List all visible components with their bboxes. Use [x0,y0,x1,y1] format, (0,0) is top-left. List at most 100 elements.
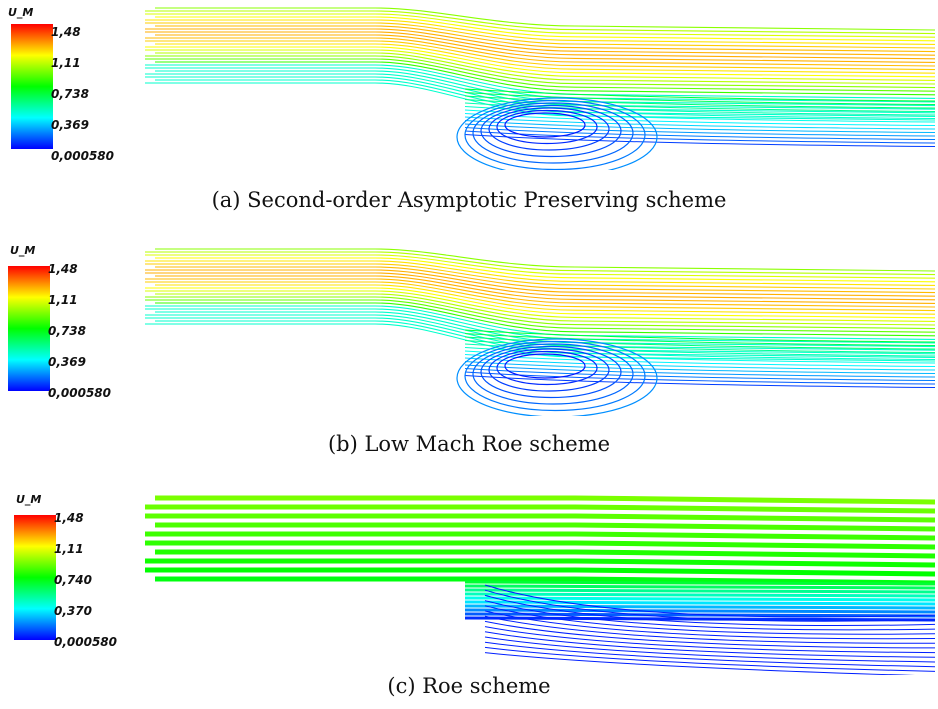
streamline [464,113,935,126]
legend-tick: 1,48 [54,511,84,525]
streamline-plot-a [145,7,935,170]
streamline [155,52,935,85]
streamline [145,22,935,49]
streamline [145,37,935,67]
recirculation-loop [472,102,634,164]
legend-tick: 0,738 [51,87,89,101]
legend-tick: 1,11 [48,293,78,307]
legend-tick: 0,000580 [48,386,112,400]
legend-tick: 0,370 [54,604,92,618]
streamline [145,290,935,322]
streamline-plot-c [145,495,935,675]
streamline [145,269,935,297]
streamline [464,604,935,610]
streamline [145,49,935,81]
streamline [145,513,935,523]
legend-tick: 0,000580 [51,149,115,163]
streamline [145,55,935,89]
recirculation-loop [504,353,586,379]
streamline [464,608,935,614]
streamline [155,61,935,96]
streamline [145,40,935,71]
streamline [464,588,935,594]
recirculation-loop [480,104,622,158]
legend-tick: 0,000580 [54,635,118,649]
streamlines [145,495,935,675]
streamline [464,116,935,130]
streamline [464,580,935,586]
streamline-plot-b [145,248,935,416]
streamline [464,329,935,343]
streamline [155,25,935,53]
legend-title: U_M [8,6,34,19]
streamline [464,592,935,598]
streamlines [145,7,935,170]
streamline [155,257,935,283]
legend-title: U_M [16,493,42,506]
streamline [145,287,935,319]
panel-a: U_M 1,48 1,11 0,738 0,369 0,000580 (a) S… [0,0,938,235]
legend-tick: 1,11 [51,56,81,70]
streamline [145,10,935,35]
streamline [464,130,935,144]
streamline [145,31,935,60]
recirculation-loop [480,345,622,399]
streamline [155,248,935,272]
streamline [145,263,935,290]
panel-c: U_M 1,48 1,11 0,740 0,370 0,000580 (c) R… [0,478,938,709]
streamline [155,302,935,337]
recirculation-loop [496,350,598,386]
streamline [464,340,935,353]
streamline [155,34,935,63]
caption-c: (c) Roe scheme [387,674,551,698]
streamline [145,46,935,78]
colorbar [8,266,50,391]
panel-b: U_M 1,48 1,11 0,738 0,369 0,000580 (b) L… [0,236,938,470]
streamlines [145,248,935,416]
streamline [155,284,935,315]
streamline [145,296,935,330]
streamline [155,43,935,74]
streamline [464,127,935,140]
streamline [464,102,935,116]
streamline [484,620,935,649]
legend-tick: 0,369 [51,118,89,132]
streamline [145,254,935,279]
streamline [484,610,935,640]
streamline [484,600,935,631]
recirculation-loop [488,348,610,392]
streamline [484,584,935,618]
streamline [145,58,935,92]
streamline [145,260,935,286]
streamline [155,16,935,42]
caption-a: (a) Second-order Asymptotic Preserving s… [211,188,727,212]
legend-tick: 0,369 [48,355,86,369]
streamline [464,99,935,112]
streamline [145,281,935,312]
streamline [145,531,935,541]
streamline [464,343,935,357]
streamline [484,615,935,644]
recirculation-loop [496,109,598,145]
streamline [145,504,935,514]
streamline [484,594,935,627]
streamline [145,558,935,568]
recirculation-loop [464,340,646,412]
streamline [145,299,935,333]
colorbar [14,515,56,640]
legend-tick: 1,48 [48,262,78,276]
streamline [464,88,935,102]
streamline [464,336,935,350]
legend-title: U_M [10,244,36,257]
streamline [145,272,935,301]
recirculation-loop [456,97,658,170]
streamline [145,567,935,577]
recirculation-loop [504,112,586,138]
streamline [484,636,935,663]
streamline [484,641,935,668]
recirculation-loop [488,107,610,151]
streamline [155,495,935,505]
streamline [145,278,935,308]
legend-tick: 1,11 [54,542,84,556]
streamline [145,13,935,38]
